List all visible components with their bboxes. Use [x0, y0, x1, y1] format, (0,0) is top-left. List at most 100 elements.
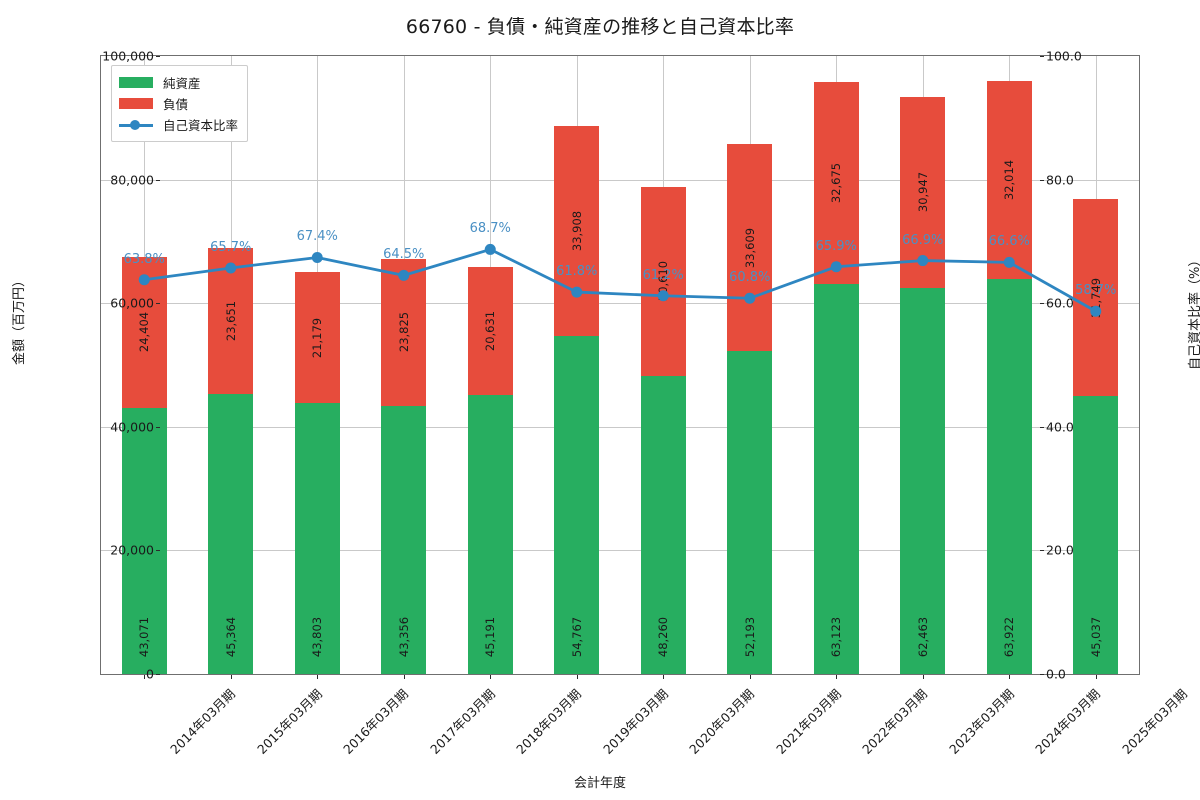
- x-axis-tickmark: [144, 675, 146, 679]
- ratio-value-label: 66.9%: [902, 232, 944, 248]
- bar-value-equity: 43,803: [310, 616, 325, 658]
- bar-segment-equity[interactable]: 48,260: [640, 375, 686, 674]
- bar-value-equity: 54,767: [569, 616, 584, 658]
- bar-value-equity: 63,123: [829, 616, 844, 658]
- x-axis-tick-label: 2022年03月期: [859, 686, 931, 757]
- y-axis-tickmark-right: [1040, 303, 1044, 305]
- ratio-value-label: 64.5%: [383, 247, 425, 263]
- gridline-horizontal: [101, 303, 1139, 305]
- y-axis-tick-left: 40,000: [110, 419, 154, 435]
- y-axis-tick-left: 60,000: [110, 295, 154, 311]
- bar-value-equity: 45,364: [223, 616, 238, 658]
- bar-segment-equity[interactable]: 43,803: [294, 403, 340, 674]
- x-axis-tick-label: 2023年03月期: [945, 686, 1017, 757]
- bar-segment-equity[interactable]: 45,037: [1073, 395, 1119, 674]
- bar-segment-equity[interactable]: 43,071: [121, 407, 167, 674]
- gridline-horizontal: [101, 550, 1139, 552]
- gridline-horizontal: [101, 179, 1139, 181]
- bar-value-equity: 45,191: [483, 616, 498, 658]
- bar-value-equity: 62,463: [915, 616, 930, 658]
- x-axis-tickmark: [317, 675, 319, 679]
- y-axis-tick-left: 80,000: [110, 172, 154, 188]
- ratio-value-label: 58.7%: [1075, 283, 1117, 299]
- bar-value-debt: 21,179: [310, 317, 325, 358]
- ratio-value-label: 63.8%: [123, 251, 165, 267]
- bar-segment-debt[interactable]: 32,014: [986, 81, 1032, 279]
- x-axis-tickmark: [836, 675, 838, 679]
- bar-group[interactable]: 45,191 20,631: [467, 267, 513, 674]
- ratio-value-label: 61.8%: [556, 264, 598, 280]
- x-axis-tick-label: 2017年03月期: [426, 686, 498, 757]
- y-axis-tick-right: 40.0: [1046, 419, 1074, 435]
- y-axis-tick-right: 60.0: [1046, 295, 1074, 311]
- x-axis-tick-label: 2015年03月期: [253, 686, 325, 757]
- y-axis-tickmark-left: [156, 550, 160, 552]
- bar-value-equity: 63,922: [1002, 616, 1017, 658]
- bar-value-debt: 33,609: [742, 227, 757, 268]
- bar-segment-debt[interactable]: 33,908: [554, 126, 600, 336]
- ratio-value-label: 61.2%: [642, 267, 684, 283]
- x-axis-tickmark: [403, 675, 405, 679]
- bar-segment-equity[interactable]: 63,123: [813, 283, 859, 674]
- y-axis-tick-left: 0: [146, 666, 154, 682]
- bar-segment-debt[interactable]: 21,179: [294, 272, 340, 404]
- bar-value-equity: 48,260: [656, 616, 671, 658]
- y-axis-tickmark-right: [1040, 550, 1044, 552]
- bar-value-equity: 43,356: [396, 616, 411, 658]
- bar-group[interactable]: 43,071 24,404: [121, 257, 167, 674]
- bar-group[interactable]: 48,260 30,610: [640, 186, 686, 674]
- bar-segment-equity[interactable]: 63,922: [986, 278, 1032, 674]
- ratio-line: [144, 248, 1097, 313]
- bar-value-debt: 24,404: [137, 312, 152, 353]
- legend-item[interactable]: 負債: [119, 93, 238, 114]
- bar-segment-equity[interactable]: 62,463: [900, 287, 946, 674]
- bar-group[interactable]: 45,037 31,749: [1073, 199, 1119, 674]
- legend-item-label: 自己資本比率: [163, 118, 239, 133]
- y-axis-tickmark-right: [1040, 426, 1044, 428]
- bar-segment-equity[interactable]: 54,767: [554, 335, 600, 674]
- x-axis-tick-label: 2018年03月期: [513, 686, 585, 757]
- bar-segment-debt[interactable]: 24,404: [121, 257, 167, 408]
- bar-segment-equity[interactable]: 45,364: [208, 393, 254, 674]
- x-axis-tick-label: 2024年03月期: [1032, 686, 1104, 757]
- x-axis-tickmark: [1095, 675, 1097, 679]
- y-axis-tick-right: 0.0: [1046, 666, 1066, 682]
- bar-segment-debt[interactable]: 33,609: [727, 143, 773, 352]
- bar-segment-debt[interactable]: 30,947: [900, 96, 946, 288]
- y-axis-tickmark-left: [156, 674, 160, 675]
- x-axis-tickmark: [663, 675, 665, 679]
- bar-segment-debt[interactable]: 23,651: [208, 247, 254, 394]
- bar-group[interactable]: 52,193 33,609: [727, 143, 773, 674]
- bar-value-debt: 33,908: [569, 210, 584, 251]
- plot-area: 43,071 24,404 45,364 23,651 43,803 21,179 43,3…: [100, 55, 1140, 675]
- legend-color-swatch-icon: [119, 98, 153, 109]
- x-axis-tickmark: [749, 675, 751, 679]
- bar-group[interactable]: 45,364 23,651: [208, 247, 254, 674]
- x-axis-tickmark: [490, 675, 492, 679]
- ratio-value-label: 65.9%: [815, 238, 857, 254]
- bar-group[interactable]: 54,767 33,908: [554, 126, 600, 674]
- bar-value-equity: 43,071: [137, 616, 152, 658]
- bar-segment-equity[interactable]: 45,191: [467, 394, 513, 674]
- bar-segment-debt[interactable]: 20,631: [467, 267, 513, 395]
- bar-segment-equity[interactable]: 43,356: [381, 406, 427, 674]
- page-title: 66760 - 負債・純資産の推移と自己資本比率: [405, 16, 795, 38]
- bar-group[interactable]: 43,803 21,179: [294, 272, 340, 674]
- bar-segment-equity[interactable]: 52,193: [727, 351, 773, 674]
- bar-segment-debt[interactable]: 23,825: [381, 258, 427, 407]
- y-axis-tick-left: 100,000: [102, 48, 154, 64]
- bar-value-debt: 23,825: [396, 312, 411, 353]
- bar-group[interactable]: 62,463 30,947: [900, 96, 946, 674]
- legend-item[interactable]: 自己資本比率: [119, 114, 238, 135]
- bar-value-debt: 20,631: [483, 310, 498, 352]
- ratio-value-label: 60.8%: [729, 270, 771, 286]
- bar-group[interactable]: 63,922 32,014: [986, 81, 1032, 674]
- legend-item[interactable]: 純資産: [119, 72, 238, 93]
- gridline-horizontal: [101, 426, 1139, 428]
- bar-group[interactable]: 63,123 32,675: [813, 81, 859, 674]
- y-axis-tickmark-right: [1040, 674, 1044, 675]
- bar-group[interactable]: 43,356 23,825: [381, 258, 427, 674]
- x-axis-tick-label: 2014年03月期: [167, 686, 239, 757]
- legend-color-swatch-icon: [119, 77, 153, 88]
